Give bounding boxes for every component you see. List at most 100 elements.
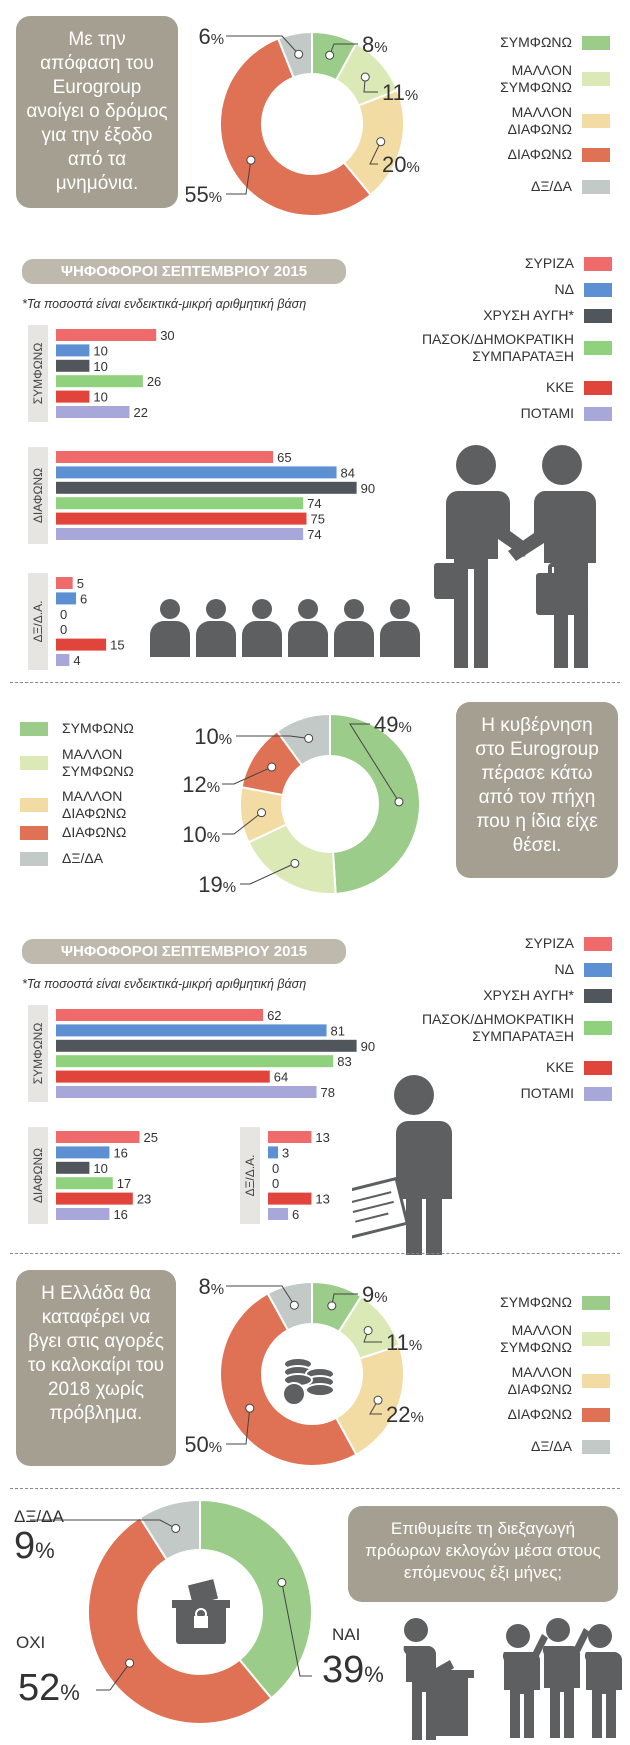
question-bubble: Η Ελλάδα θα καταφέρει να βγει στις αγορέ…: [16, 1270, 176, 1466]
crowd-icon: [150, 599, 420, 657]
legend-label: ΔΙΑΦΩΝΩ: [62, 824, 127, 840]
speaker-audience-icon: [403, 1618, 622, 1740]
bar: [56, 481, 357, 494]
leader-dot: [294, 49, 304, 59]
bar-value-label: 6: [80, 591, 87, 606]
legend-swatch: [582, 35, 610, 50]
bar-value-label: 10: [93, 359, 107, 374]
bar-value-label: 81: [331, 1023, 345, 1038]
leader-dot: [290, 858, 300, 868]
bar-value-label: 13: [315, 1192, 329, 1207]
leader-line: [349, 723, 400, 803]
bar: [56, 390, 90, 403]
legend-swatch: [20, 798, 48, 812]
donut-slice: [266, 1280, 313, 1332]
group-label: ΣΥΜΦΩΝΩ: [31, 1023, 45, 1085]
leader-dot: [257, 808, 267, 818]
slice-value-label: 22%: [386, 1402, 424, 1427]
group-label-bg: [28, 1127, 48, 1224]
category-label: ΟΧΙ: [16, 1633, 45, 1652]
group-label: ΔΞ/Δ.Α.: [31, 601, 45, 643]
slice-value-label: 8%: [362, 32, 388, 57]
slice-value-label: 9%: [362, 1282, 388, 1307]
bar: [56, 359, 90, 372]
legend-swatch: [582, 147, 610, 162]
bar-value-label: 83: [337, 1054, 351, 1069]
legend-label: ΣΥΡΙΖΑ: [524, 935, 574, 951]
legend-item: ΣΥΡΙΖΑ: [525, 935, 612, 952]
legend-swatch: [584, 962, 612, 977]
legend-item: ΚΚΕ: [546, 1059, 612, 1076]
donut-slice: [275, 712, 331, 767]
legend-item: ΧΡΥΣΗ ΑΥΓΗ*: [483, 307, 612, 324]
legend-item: ΔΙΑΦΩΝΩ: [508, 1406, 610, 1423]
slice-value-label: 39%: [322, 1649, 384, 1691]
legend-opinion: ΣΥΜΦΩΝΩ ΜΑΛΛΟΝ ΣΥΜΦΩΝΩ ΜΑΛΛΟΝ ΔΙΑΦΩΝΩ ΔΙΑΦΩ…: [440, 30, 610, 210]
section-q2: ΣΥΜΦΩΝΩ ΜΑΛΛΟΝ ΣΥΜΦΩΝΩ ΜΑΛΛΟΝ ΔΙΑΦΩΝΩ ΔΙΑΦΩ…: [0, 690, 630, 920]
bar: [56, 1055, 334, 1068]
coins-icon: [282, 1357, 335, 1406]
legend-label: ΜΑΛΛΟΝ ΣΥΜΦΩΝΩ: [500, 1322, 572, 1355]
bar-value-label: 15: [110, 638, 124, 653]
legend-swatch: [584, 988, 612, 1003]
slice-value-label: 49%: [374, 712, 412, 737]
group-label-bg: [28, 573, 48, 670]
bar: [56, 1177, 113, 1190]
legend-label: ΔΞ/ΔΑ: [530, 1438, 572, 1454]
legend-item: ΝΔ: [555, 961, 612, 978]
legend-party: ΣΥΡΙΖΑ ΝΔ ΧΡΥΣΗ ΑΥΓΗ* ΠΑΣΟΚ/ΔΗΜΟΚΡΑΤΙΚΗ ΣΥΜ…: [380, 255, 612, 425]
donut-chart: 49% 19% 10% 12% 10%: [182, 712, 421, 897]
donut-slice: [219, 37, 373, 217]
voters-title: ΨΗΦΟΦΟΡΟΙ ΣΕΠΤΕΜΒΡΙΟΥ 2015: [22, 939, 346, 964]
bar: [56, 497, 304, 510]
bar: [56, 1208, 110, 1220]
legend-swatch: [20, 851, 48, 866]
slice-value-label: 11%: [386, 1330, 422, 1355]
bar-value-label: 13: [315, 1130, 329, 1145]
legend-swatch: [20, 756, 48, 770]
bar: [56, 1039, 357, 1052]
legend-label: ΔΞ/ΔΑ: [530, 178, 572, 194]
leader-dot: [394, 797, 404, 807]
legend-label: ΚΚΕ: [545, 379, 574, 395]
bar: [56, 451, 274, 463]
leader-line: [226, 35, 300, 55]
question-text: Με την απόφαση του Eurogroup ανοίγει ο δ…: [26, 29, 168, 194]
bar-value-label: 25: [144, 1130, 158, 1145]
bar-value-label: 84: [341, 465, 355, 480]
voters-note: *Τα ποσοστά είναι ενδεικτικά-μικρή αριθμ…: [22, 297, 307, 311]
bar: [56, 406, 130, 418]
section-q1: Με την απόφαση του Eurogroup ανοίγει ο δ…: [0, 0, 630, 235]
group-label: ΔΞ/Δ.Α.: [243, 1155, 257, 1197]
legend-item: ΠΑΣΟΚ/ΔΗΜΟΚΡΑΤΙΚΗ ΣΥΜΠΑΡΑΤΑΞΗ: [394, 331, 612, 365]
legend-swatch: [584, 406, 612, 421]
leader-dot: [304, 733, 314, 743]
bar-value-label: 30: [160, 328, 174, 343]
slice-value-label: 6%: [198, 24, 224, 49]
bar: [56, 1009, 264, 1021]
leader-dot: [376, 137, 386, 147]
bar-value-label: 75: [311, 512, 325, 527]
bar-value-label: 22: [133, 405, 147, 420]
bar: [56, 638, 107, 651]
bar-value-label: 4: [73, 653, 80, 668]
legend-item: ΠΟΤΑΜΙ: [521, 405, 612, 422]
legend-label: ΜΑΛΛΟΝ ΔΙΑΦΩΝΩ: [507, 104, 572, 137]
slice-value-label: 19%: [198, 872, 236, 897]
legend-item: ΜΑΛΛΟΝ ΣΥΜΦΩΝΩ: [20, 746, 152, 780]
bar-groups: ΣΥΜΦΩΝΩ 62 81 90 83 64 78 ΔΙΑΦΩΝΩ 25 16 10 17 23 16 ΔΞ…: [28, 1005, 375, 1224]
bar-value-label: 26: [147, 374, 161, 389]
leader-dot: [360, 72, 370, 82]
leader-line: [240, 862, 296, 885]
bar: [56, 1161, 90, 1174]
question-bubble: Με την απόφαση του Eurogroup ανοίγει ο δ…: [16, 16, 178, 208]
donut-chart: 9% 11% 22% 50% 8%: [186, 1274, 424, 1467]
legend-swatch: [582, 179, 610, 194]
bar: [56, 1070, 270, 1083]
legend-swatch: [582, 1439, 610, 1454]
bar-value-label: 90: [361, 481, 375, 496]
leader-dot: [289, 1300, 299, 1310]
donut-chart: ΝΑΙ 39% ΟΧΙ 52% ΔΞ/ΔΑ9%: [14, 1498, 384, 1725]
legend-label: ΧΡΥΣΗ ΑΥΓΗ*: [483, 307, 574, 323]
